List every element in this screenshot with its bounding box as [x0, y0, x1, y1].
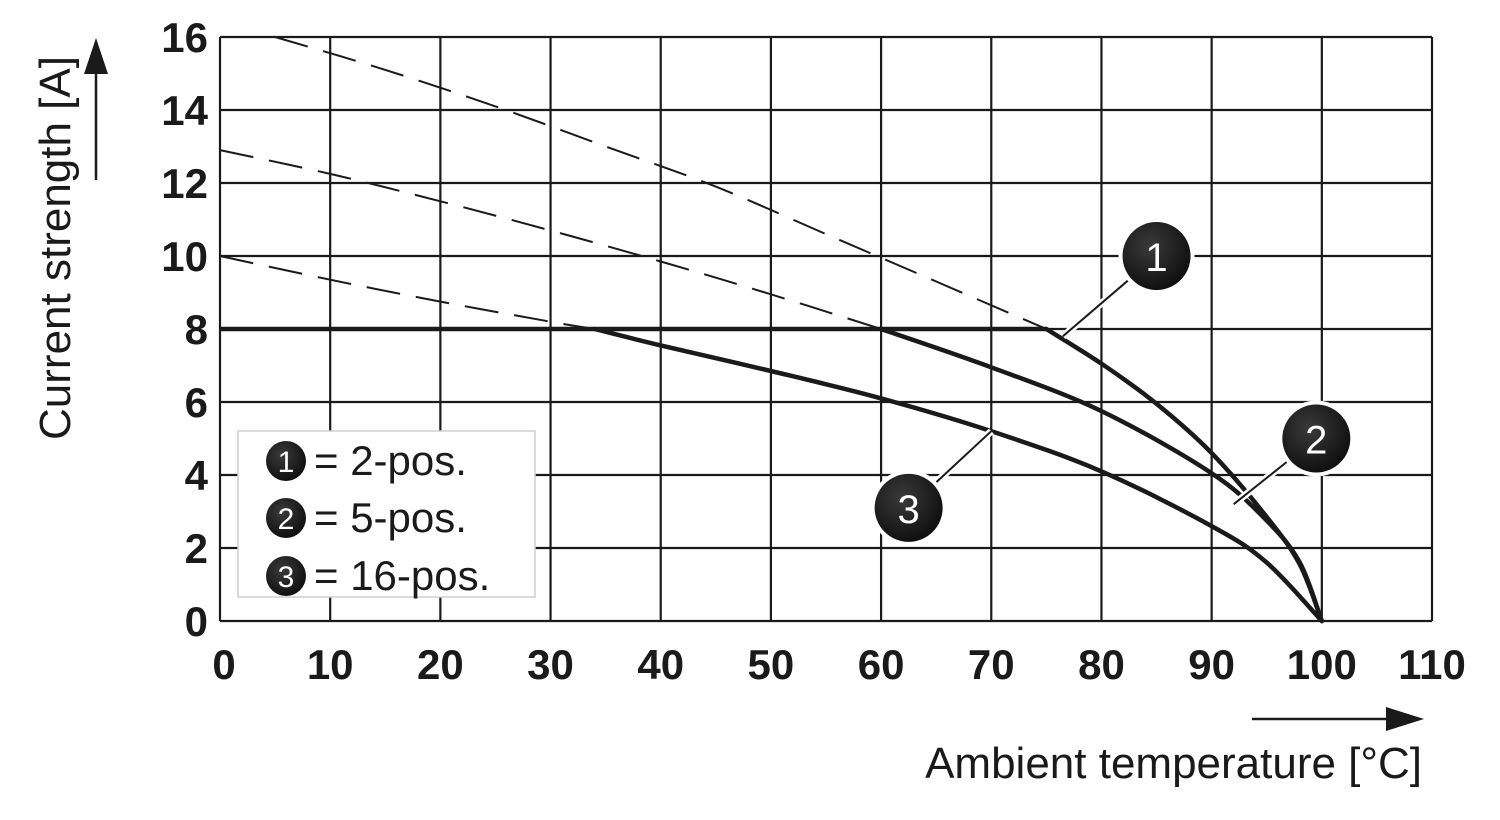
x-tick-label: 0	[212, 641, 235, 688]
x-tick-label: 110	[1398, 641, 1466, 688]
y-tick-label: 6	[185, 379, 208, 426]
y-axis-title: Current strength [A]	[31, 56, 80, 440]
legend-item-2: 2 = 5-pos.	[266, 494, 467, 541]
callout-label-3: 3	[898, 488, 920, 532]
x-axis-title: Ambient temperature [°C]	[925, 739, 1422, 788]
legend-item-1: 1 = 2-pos.	[266, 437, 467, 484]
curve-callouts: 1 2 3	[870, 218, 1355, 546]
y-axis-arrow	[84, 38, 108, 180]
legend-item-3: 3 = 16-pos.	[266, 552, 490, 599]
y-tick-label: 4	[185, 452, 209, 499]
callout-label-1: 1	[1145, 236, 1167, 280]
x-tick-label: 50	[748, 641, 795, 688]
y-tick-label: 12	[161, 160, 208, 207]
callout-leader-1	[1062, 278, 1130, 338]
x-tick-label: 70	[968, 641, 1015, 688]
legend: 1 = 2-pos. 2 = 5-pos. 3 = 16-pos.	[237, 430, 536, 599]
x-tick-label: 90	[1188, 641, 1235, 688]
callout-label-2: 2	[1305, 419, 1327, 463]
legend-marker-1: 1	[278, 446, 295, 479]
callout-badge-3	[874, 473, 943, 542]
callout-leader-3	[934, 430, 992, 485]
series-2-dashed	[219, 149, 882, 330]
x-tick-label: 30	[527, 641, 574, 688]
x-tick-label: 40	[637, 641, 684, 688]
callout-badge-1	[1122, 222, 1191, 290]
y-tick-label: 2	[185, 525, 208, 572]
legend-label-3: = 16-pos.	[314, 552, 490, 599]
callout-badge-2	[1282, 404, 1351, 473]
series-1-dashed	[274, 36, 1047, 330]
x-tick-label: 60	[858, 641, 905, 688]
callout-leader-2	[1233, 460, 1289, 505]
series-3-dashed	[219, 255, 595, 330]
legend-marker-2: 2	[278, 503, 295, 536]
legend-label-2: = 5-pos.	[314, 494, 467, 541]
legend-label-1: = 2-pos.	[314, 437, 467, 484]
x-axis-arrow	[1252, 707, 1424, 731]
x-tick-label: 80	[1078, 641, 1125, 688]
x-tick-label: 10	[307, 641, 354, 688]
series-2-solid	[878, 326, 1325, 624]
y-tick-label: 8	[185, 306, 208, 353]
legend-marker-3: 3	[278, 561, 295, 594]
y-tick-label: 16	[161, 14, 208, 61]
x-tick-label: 100	[1287, 641, 1357, 688]
y-tick-label: 14	[161, 87, 208, 134]
y-tick-label: 10	[161, 233, 208, 280]
y-tick-label: 0	[185, 598, 208, 645]
x-tick-label: 20	[417, 641, 464, 688]
